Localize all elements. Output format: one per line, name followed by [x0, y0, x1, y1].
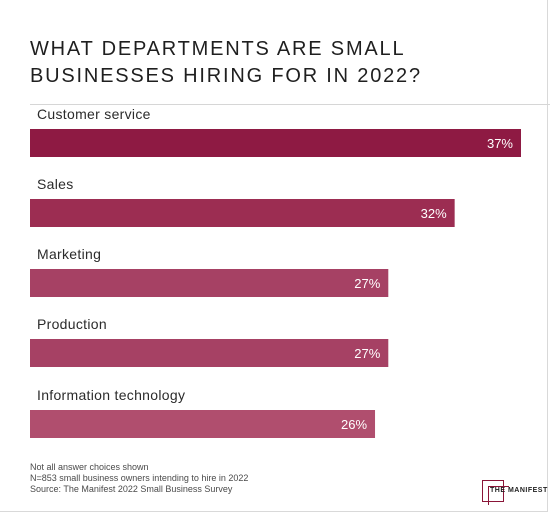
category-label: Marketing: [37, 246, 101, 262]
bar-chart: Customer service 37% Sales 32% Marketing 27% P…: [30, 106, 521, 438]
bar: [30, 269, 389, 297]
logo-mark: [482, 480, 509, 505]
source-note: Source: The Manifest 2022 Small Business…: [30, 484, 233, 494]
category-label: Information technology: [37, 387, 185, 403]
logo-text: THE MANIFEST: [490, 487, 548, 494]
category-label: Production: [37, 316, 107, 332]
category-label: Sales: [37, 176, 74, 192]
data-label: 27%: [354, 276, 380, 291]
bar: [30, 339, 389, 367]
title-divider: [30, 104, 550, 105]
chart-notes: Not all answer choices shown N=853 small…: [30, 462, 248, 495]
chart-title: WHAT DEPARTMENTS ARE SMALL BUSINESSES HI…: [30, 38, 422, 87]
note-line: N=853 small business owners intending to…: [30, 473, 249, 483]
bar: [30, 129, 521, 157]
note-line: Not all answer choices shown: [30, 462, 149, 472]
bar: [30, 199, 455, 227]
the-manifest-logo: THE MANIFEST: [482, 480, 547, 505]
bar: [30, 410, 376, 438]
data-label: 27%: [354, 346, 380, 361]
data-label: 26%: [341, 417, 367, 432]
category-label: Customer service: [37, 106, 151, 122]
data-label: 32%: [421, 206, 447, 221]
data-label: 37%: [487, 136, 513, 151]
